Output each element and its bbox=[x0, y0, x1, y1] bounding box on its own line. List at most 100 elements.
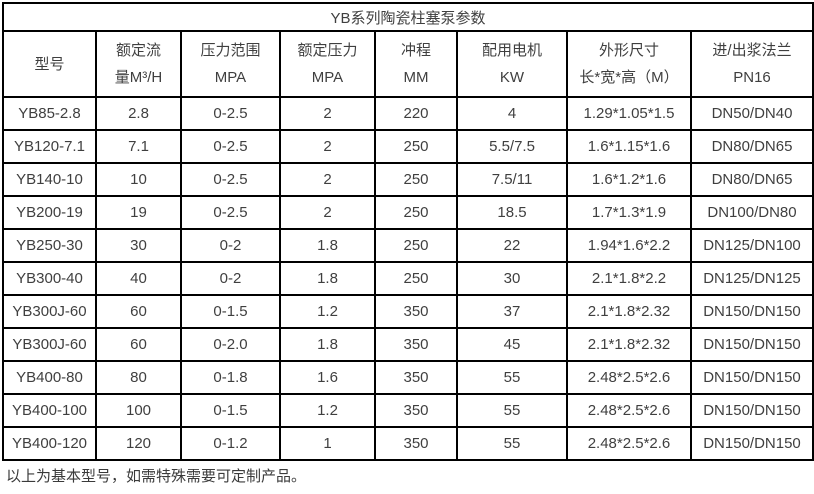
cell-rated-pressure: 1.8 bbox=[279, 261, 376, 296]
col-header-rated-flow: 额定流 量M³/H bbox=[95, 30, 182, 98]
header-line: 外形尺寸 bbox=[598, 42, 659, 59]
cell-dimensions: 2.1*1.8*2.32 bbox=[566, 327, 692, 362]
header-line: MM bbox=[403, 69, 429, 86]
cell-dimensions: 2.1*1.8*2.2 bbox=[566, 261, 692, 296]
table-title: YB系列陶瓷柱塞泵参数 bbox=[1, 2, 814, 32]
cell-pressure-range: 0-1.8 bbox=[180, 360, 281, 395]
cell-dimensions: 1.6*1.2*1.6 bbox=[566, 162, 692, 197]
col-header-stroke: 冲程 MM bbox=[374, 30, 458, 98]
cell-flange: DN150/DN150 bbox=[689, 360, 814, 395]
cell-motor: 55 bbox=[456, 393, 568, 428]
header-line: KW bbox=[499, 69, 525, 86]
cell-dimensions: 1.29*1.05*1.5 bbox=[566, 96, 692, 131]
header-line: PN16 bbox=[733, 69, 771, 86]
cell-stroke: 220 bbox=[374, 96, 458, 131]
cell-motor: 55 bbox=[456, 360, 568, 395]
cell-model: YB250-30 bbox=[2, 228, 97, 263]
cell-rated-pressure: 1 bbox=[279, 426, 376, 461]
table-row: YB250-30 30 0-2 1.8 250 22 1.94*1.6*2.2 … bbox=[2, 228, 814, 263]
cell-stroke: 350 bbox=[374, 360, 458, 395]
header-line: 长*宽*高（M） bbox=[579, 69, 679, 86]
table-row: YB300-40 40 0-2 1.8 250 30 2.1*1.8*2.2 D… bbox=[2, 261, 814, 296]
table-row: YB400-120 120 0-1.2 1 350 55 2.48*2.5*2.… bbox=[2, 426, 814, 461]
header-line: MPA bbox=[311, 69, 344, 86]
cell-motor: 45 bbox=[456, 327, 568, 362]
cell-pressure-range: 0-1.2 bbox=[180, 426, 281, 461]
cell-flow: 30 bbox=[95, 228, 182, 263]
cell-flange: DN80/DN65 bbox=[689, 162, 814, 197]
cell-stroke: 350 bbox=[374, 327, 458, 362]
cell-flange: DN100/DN80 bbox=[689, 195, 814, 230]
cell-pressure-range: 0-2.5 bbox=[180, 162, 281, 197]
cell-rated-pressure: 1.2 bbox=[279, 393, 376, 428]
cell-model: YB140-10 bbox=[2, 162, 97, 197]
header-line: 压力范围 bbox=[200, 42, 261, 59]
cell-rated-pressure: 1.2 bbox=[279, 294, 376, 329]
cell-flange: DN150/DN150 bbox=[689, 294, 814, 329]
table-row: YB200-19 19 0-2.5 2 250 18.5 1.7*1.3*1.9… bbox=[2, 195, 814, 230]
cell-flow: 19 bbox=[95, 195, 182, 230]
cell-model: YB400-120 bbox=[2, 426, 97, 461]
cell-flow: 2.8 bbox=[95, 96, 182, 131]
cell-motor: 18.5 bbox=[456, 195, 568, 230]
cell-motor: 37 bbox=[456, 294, 568, 329]
cell-flange: DN150/DN150 bbox=[689, 393, 814, 428]
cell-model: YB400-80 bbox=[2, 360, 97, 395]
cell-motor: 4 bbox=[456, 96, 568, 131]
cell-stroke: 350 bbox=[374, 294, 458, 329]
cell-flange: DN80/DN65 bbox=[689, 129, 814, 164]
col-header-pressure-range: 压力范围 MPA bbox=[180, 30, 281, 98]
cell-model: YB85-2.8 bbox=[2, 96, 97, 131]
cell-flow: 10 bbox=[95, 162, 182, 197]
header-line: 冲程 bbox=[400, 42, 431, 59]
cell-model: YB120-7.1 bbox=[2, 129, 97, 164]
cell-rated-pressure: 2 bbox=[279, 162, 376, 197]
cell-flange: DN125/DN100 bbox=[689, 228, 814, 263]
cell-pressure-range: 0-2.0 bbox=[180, 327, 281, 362]
cell-rated-pressure: 1.8 bbox=[279, 228, 376, 263]
cell-motor: 7.5/11 bbox=[456, 162, 568, 197]
cell-pressure-range: 0-1.5 bbox=[180, 393, 281, 428]
cell-motor: 22 bbox=[456, 228, 568, 263]
cell-stroke: 250 bbox=[374, 162, 458, 197]
cell-flow: 60 bbox=[95, 327, 182, 362]
table-row: YB300J-60 60 0-1.5 1.2 350 37 2.1*1.8*2.… bbox=[2, 294, 814, 329]
header-line: 额定压力 bbox=[297, 42, 358, 59]
table-row: YB400-100 100 0-1.5 1.2 350 55 2.48*2.5*… bbox=[2, 393, 814, 428]
table-row: YB140-10 10 0-2.5 2 250 7.5/11 1.6*1.2*1… bbox=[2, 162, 814, 197]
col-header-model: 型号 bbox=[2, 30, 97, 98]
cell-pressure-range: 0-1.5 bbox=[180, 294, 281, 329]
cell-dimensions: 2.48*2.5*2.6 bbox=[566, 393, 692, 428]
table-header-row: 型号 额定流 量M³/H 压力范围 MPA 额定压力 MPA 冲程 MM bbox=[2, 30, 814, 98]
header-line: MPA bbox=[214, 69, 247, 86]
cell-rated-pressure: 1.8 bbox=[279, 327, 376, 362]
cell-model: YB400-100 bbox=[2, 393, 97, 428]
cell-rated-pressure: 2 bbox=[279, 129, 376, 164]
cell-flow: 80 bbox=[95, 360, 182, 395]
cell-flow: 120 bbox=[95, 426, 182, 461]
col-header-flange: 进/出浆法兰 PN16 bbox=[689, 30, 814, 98]
cell-model: YB300-40 bbox=[2, 261, 97, 296]
table-title-row: YB系列陶瓷柱塞泵参数 bbox=[1, 2, 814, 32]
cell-rated-pressure: 1.6 bbox=[279, 360, 376, 395]
cell-dimensions: 2.48*2.5*2.6 bbox=[566, 360, 692, 395]
col-header-dimensions: 外形尺寸 长*宽*高（M） bbox=[566, 30, 692, 98]
cell-dimensions: 1.7*1.3*1.9 bbox=[566, 195, 692, 230]
cell-flange: DN150/DN150 bbox=[689, 327, 814, 362]
cell-motor: 30 bbox=[456, 261, 568, 296]
cell-rated-pressure: 2 bbox=[279, 96, 376, 131]
cell-motor: 5.5/7.5 bbox=[456, 129, 568, 164]
cell-dimensions: 1.6*1.15*1.6 bbox=[566, 129, 692, 164]
header-line: 量M³/H bbox=[114, 69, 163, 86]
cell-model: YB300J-60 bbox=[2, 327, 97, 362]
cell-flange: DN150/DN150 bbox=[689, 426, 814, 461]
header-line: 额定流 bbox=[115, 42, 161, 59]
cell-dimensions: 2.48*2.5*2.6 bbox=[566, 426, 692, 461]
cell-model: YB300J-60 bbox=[2, 294, 97, 329]
cell-rated-pressure: 2 bbox=[279, 195, 376, 230]
cell-flange: DN125/DN125 bbox=[689, 261, 814, 296]
cell-pressure-range: 0-2.5 bbox=[180, 195, 281, 230]
cell-pressure-range: 0-2.5 bbox=[180, 129, 281, 164]
cell-flow: 40 bbox=[95, 261, 182, 296]
col-header-rated-pressure: 额定压力 MPA bbox=[279, 30, 376, 98]
